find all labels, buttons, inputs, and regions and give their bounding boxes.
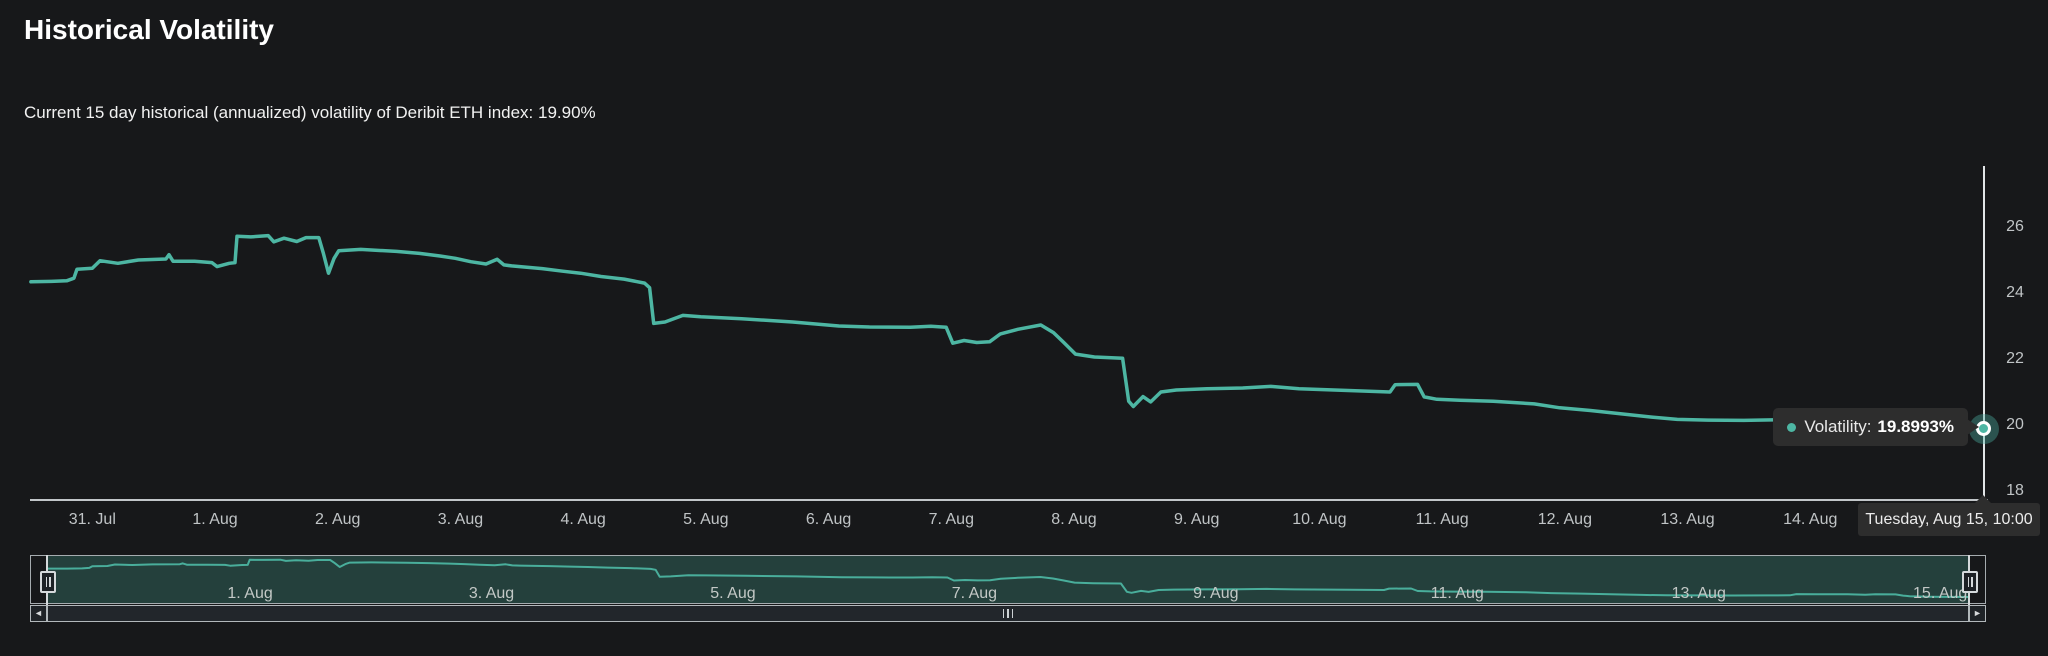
x-axis-label: 10. Aug xyxy=(1292,511,1347,528)
x-axis-label: 4. Aug xyxy=(560,511,606,528)
x-axis-label: 5. Aug xyxy=(683,511,729,528)
x-axis-label: 14. Aug xyxy=(1783,511,1838,528)
x-axis-label: 12. Aug xyxy=(1537,511,1592,528)
y-axis-label: 24 xyxy=(2006,284,2024,301)
tooltip-value: 19.8993% xyxy=(1877,417,1954,436)
crosshair-line xyxy=(1983,166,1985,500)
x-axis-label: 13. Aug xyxy=(1660,511,1715,528)
navigator-axis-label: 9. Aug xyxy=(1193,585,1239,602)
x-axis-label: 31. Jul xyxy=(68,511,116,528)
x-axis-label: 9. Aug xyxy=(1174,511,1220,528)
x-axis-label: 11. Aug xyxy=(1415,511,1469,528)
scrollbar-right-arrow-button[interactable]: ► xyxy=(1969,605,1986,622)
x-axis-label: 2. Aug xyxy=(315,511,361,528)
y-axis-label: 18 xyxy=(2006,482,2024,499)
navigator-axis-label: 13. Aug xyxy=(1671,585,1726,602)
volatility-tooltip: Volatility: 19.8993% xyxy=(1773,408,1979,446)
scrollbar-thumb[interactable] xyxy=(47,605,1969,622)
tooltip-series-label: Volatility: xyxy=(1804,417,1872,436)
x-axis-label: 8. Aug xyxy=(1051,511,1097,528)
date-tooltip: Tuesday, Aug 15, 10:00 xyxy=(1858,495,2040,536)
navigator-axis-label: 15. Aug xyxy=(1913,585,1968,602)
navigator-outline xyxy=(30,555,1986,604)
page-title: Historical Volatility xyxy=(24,14,274,45)
navigator-right-handle[interactable] xyxy=(1962,571,1978,593)
x-axis-label: 3. Aug xyxy=(437,511,484,528)
scrollbar-left-arrow-button[interactable]: ◄ xyxy=(30,605,47,622)
x-axis-label: 7. Aug xyxy=(928,511,974,528)
navigator-series-line xyxy=(47,558,1969,598)
tooltip-callout-arrow xyxy=(1967,419,1979,435)
date-tooltip-arrow xyxy=(1975,495,1991,503)
x-axis-line xyxy=(30,499,1988,501)
y-axis-label: 20 xyxy=(2006,416,2024,433)
navigator-left-handle[interactable] xyxy=(40,571,56,593)
chart-subtitle: Current 15 day historical (annualized) v… xyxy=(24,103,596,122)
navigator-axis-label: 5. Aug xyxy=(710,585,756,602)
y-axis-label: 26 xyxy=(2006,218,2024,235)
navigator-axis-label: 3. Aug xyxy=(468,585,515,602)
x-axis-label: 1. Aug xyxy=(192,511,238,528)
navigator-axis-label: 1. Aug xyxy=(227,585,273,602)
navigator-axis-label: 7. Aug xyxy=(951,585,998,602)
date-tooltip-text: Tuesday, Aug 15, 10:00 xyxy=(1865,510,2033,528)
y-axis-label: 22 xyxy=(2006,350,2024,367)
volatility-series-line xyxy=(29,233,1986,431)
navigator-selected-range[interactable] xyxy=(47,556,1969,603)
navigator-axis-label: 11. Aug xyxy=(1430,585,1484,602)
series-bullet-icon xyxy=(1787,422,1797,432)
x-axis-label: 6. Aug xyxy=(805,511,852,528)
